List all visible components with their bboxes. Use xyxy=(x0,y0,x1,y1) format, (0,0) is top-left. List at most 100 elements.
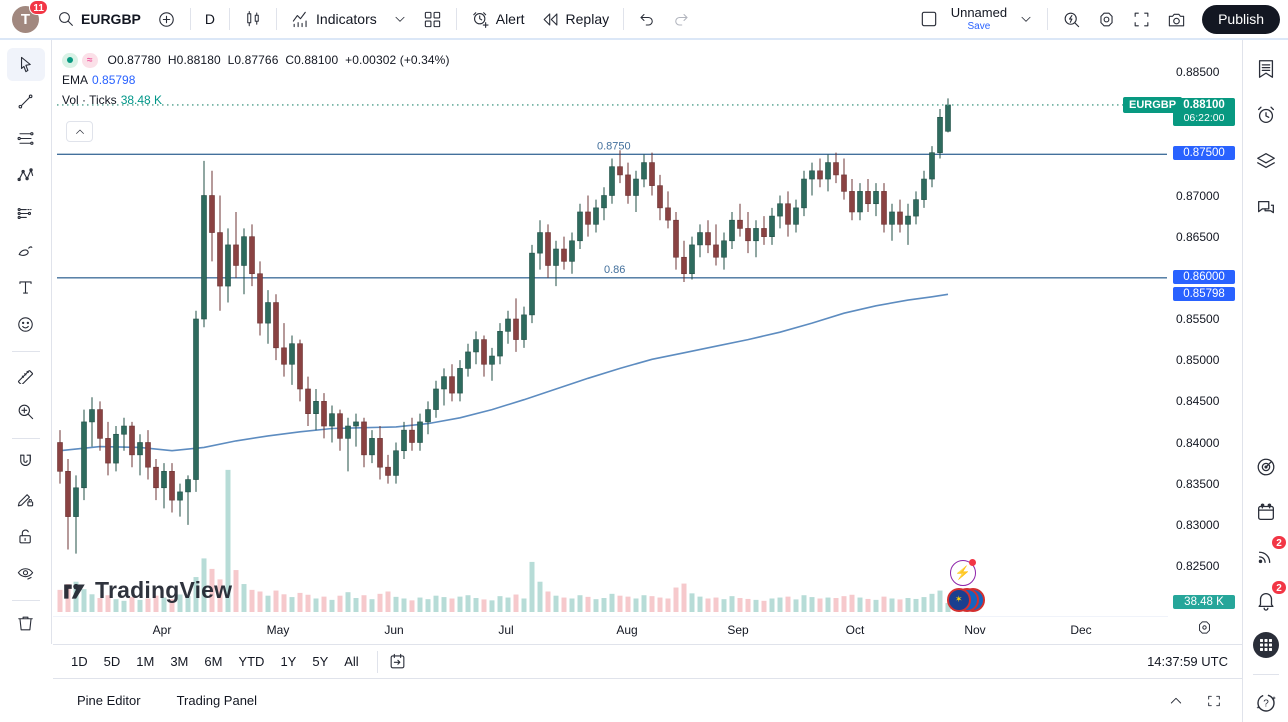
candle-body xyxy=(465,351,471,369)
replay-button[interactable]: Replay xyxy=(533,4,618,34)
axis-settings-gear-icon[interactable] xyxy=(1196,619,1213,636)
volume-bar xyxy=(145,598,151,612)
magnet-mode-button[interactable] xyxy=(7,445,45,478)
price-axis[interactable]: 0.88500 0.87000 0.86500 0.85500 0.85000 0.845… xyxy=(1168,40,1240,618)
alerts-button[interactable] xyxy=(1251,100,1281,130)
screener-button[interactable] xyxy=(1251,452,1281,482)
tab-trading-panel[interactable]: Trading Panel xyxy=(176,693,258,708)
candle-body xyxy=(761,228,767,237)
event-markers[interactable]: ⚡ xyxy=(947,559,985,614)
watchlist-button[interactable] xyxy=(1251,54,1281,84)
text-tool-button[interactable] xyxy=(7,271,45,304)
level-price-badge[interactable]: 0.87500 xyxy=(1173,146,1235,161)
volume-bar xyxy=(913,598,919,612)
month-label: Aug xyxy=(616,623,638,637)
layout-name-button[interactable]: Unnamed Save xyxy=(947,6,1011,32)
fib-retracement-tool-button[interactable] xyxy=(7,122,45,155)
cursor-tool-button[interactable] xyxy=(6,48,45,82)
ema-price-badge[interactable]: 0.85798 xyxy=(1173,286,1235,301)
price-tick: 0.87000 xyxy=(1176,188,1220,203)
symbol-legend-row[interactable]: ≈ O0.87780 H0.88180 L0.87766 C0.88100 +0… xyxy=(62,50,450,70)
user-avatar[interactable]: T 11 xyxy=(12,0,48,33)
candle-body xyxy=(585,211,591,225)
range-3m-button[interactable]: 3M xyxy=(170,654,189,669)
compare-add-symbol-button[interactable] xyxy=(149,4,184,34)
measure-tool-button[interactable] xyxy=(7,358,45,391)
interval-button[interactable]: D xyxy=(197,4,223,34)
news-flow-button[interactable]: 2 xyxy=(1251,535,1287,570)
volume-bar xyxy=(129,597,135,612)
fullscreen-button[interactable] xyxy=(1124,4,1159,34)
alert-button[interactable]: Alert xyxy=(463,4,533,34)
drawing-mode-button[interactable] xyxy=(7,482,45,515)
ema-line[interactable] xyxy=(59,293,949,452)
layout-menu-button[interactable] xyxy=(1011,4,1041,34)
save-link[interactable]: Save xyxy=(967,21,991,32)
chat-button[interactable] xyxy=(1251,193,1281,223)
chart-settings-button[interactable] xyxy=(1089,4,1124,34)
range-ytd-button[interactable]: YTD xyxy=(238,654,265,669)
measure-ruler-icon xyxy=(17,370,34,385)
panel-maximize-icon[interactable] xyxy=(1206,693,1222,709)
lock-drawings-button[interactable] xyxy=(7,520,45,553)
zoom-in-tool-button[interactable] xyxy=(7,395,45,428)
candle-body xyxy=(833,162,839,176)
range-1m-button[interactable]: 1M xyxy=(136,654,155,669)
level-price-badge[interactable]: 0.86000 xyxy=(1173,269,1235,284)
publish-button[interactable]: Publish xyxy=(1202,4,1280,34)
snapshot-button[interactable] xyxy=(1159,4,1194,34)
grid-layout-button[interactable] xyxy=(415,4,450,34)
fib-lines-icon xyxy=(17,132,34,146)
economic-calendar-button[interactable] xyxy=(1251,497,1281,527)
remove-drawings-button[interactable] xyxy=(7,607,45,640)
volume-legend-row[interactable]: Vol · Ticks 38.48 K xyxy=(62,90,450,110)
range-1y-button[interactable]: 1Y xyxy=(280,654,297,669)
help-button[interactable]: ? xyxy=(1251,688,1281,718)
prediction-tool-button[interactable] xyxy=(7,197,45,230)
session-clock[interactable]: 14:37:59 UTC xyxy=(1147,654,1228,669)
volume-bar xyxy=(497,596,503,612)
notifications-button[interactable]: 2 xyxy=(1251,580,1287,615)
hotlists-button[interactable] xyxy=(1251,146,1281,176)
hide-drawings-button[interactable] xyxy=(7,557,45,590)
save-layout-checkbox[interactable] xyxy=(911,4,947,34)
candle-body xyxy=(921,178,927,200)
cursor-icon xyxy=(20,56,31,73)
candle-body xyxy=(601,195,607,209)
economic-event-flash-icon[interactable]: ⚡ xyxy=(950,559,976,586)
volume-bar xyxy=(177,594,183,612)
time-axis[interactable]: Apr May Jun Jul Aug Sep Oct Nov Dec xyxy=(53,616,1168,644)
panel-expand-chevron-icon[interactable] xyxy=(1168,693,1184,709)
undo-button[interactable] xyxy=(630,4,664,34)
candle-body xyxy=(81,421,87,489)
range-all-button[interactable]: All xyxy=(344,654,359,669)
legend-collapse-button[interactable] xyxy=(66,121,93,142)
range-5d-button[interactable]: 5D xyxy=(103,654,121,669)
range-5y-button[interactable]: 5Y xyxy=(312,654,329,669)
tab-pine-editor[interactable]: Pine Editor xyxy=(77,693,141,708)
go-to-date-button[interactable] xyxy=(388,652,407,671)
emoji-tool-button[interactable] xyxy=(7,308,45,341)
chart-style-button[interactable] xyxy=(236,4,270,34)
indicator-templates-button[interactable] xyxy=(385,4,415,34)
apps-menu-button[interactable] xyxy=(1251,630,1281,660)
range-6m-button[interactable]: 6M xyxy=(204,654,223,669)
redo-button[interactable] xyxy=(664,4,698,34)
indicators-button[interactable]: Indicators xyxy=(283,4,385,34)
volume-bar xyxy=(457,596,463,612)
layout-name: Unnamed xyxy=(950,5,1008,20)
trend-line-tool-button[interactable] xyxy=(7,85,45,118)
news-count-badge: 2 xyxy=(1271,535,1287,550)
symbol-search-button[interactable]: EURGBP xyxy=(49,4,149,34)
range-1d-button[interactable]: 1D xyxy=(71,654,88,669)
candle-body xyxy=(705,232,711,246)
quick-search-button[interactable] xyxy=(1054,4,1089,34)
ema-legend-row[interactable]: EMA 0.85798 xyxy=(62,70,450,90)
candle-body xyxy=(913,199,919,217)
pattern-tool-button[interactable] xyxy=(7,159,45,192)
volume-bar xyxy=(865,598,871,612)
brush-tool-button[interactable] xyxy=(7,234,45,267)
last-price-badge[interactable]: 0.88100 06:22:00 xyxy=(1173,97,1235,126)
eur-events-coins-icon[interactable] xyxy=(947,588,985,614)
